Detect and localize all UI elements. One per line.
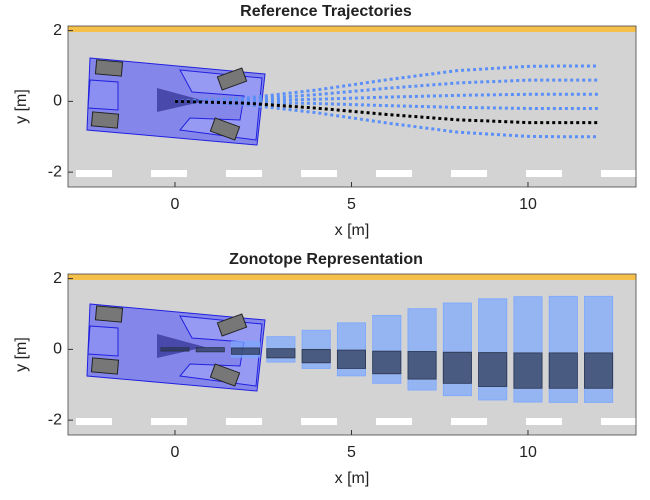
- lane-dash: [76, 418, 112, 425]
- x-tick-label: 10: [519, 196, 537, 213]
- y-tick-label: 2: [53, 22, 62, 39]
- x-tick-label: 10: [519, 444, 537, 461]
- zonotope: [584, 353, 612, 388]
- zonotope: [408, 351, 436, 379]
- zonotope: [443, 352, 471, 383]
- page: Reference Trajectories x [m] y [m] 0 5 10 -2 0 2…: [0, 0, 650, 500]
- zonotope: [161, 348, 189, 352]
- figure: Reference Trajectories x [m] y [m] 0 5 10 -2 0 2…: [0, 0, 650, 495]
- chart-title: Reference Trajectories: [240, 3, 412, 20]
- lane-dash: [76, 170, 112, 177]
- road-edge: [68, 26, 636, 32]
- lane-dash: [301, 418, 337, 425]
- y-tick-label: -2: [48, 411, 62, 428]
- y-tick-label: -2: [48, 163, 62, 180]
- road-edge: [68, 274, 636, 280]
- lane-dash: [376, 418, 412, 425]
- zonotope: [302, 349, 330, 362]
- lane-dash: [451, 418, 487, 425]
- lane-dash: [301, 170, 337, 177]
- lane-dash: [151, 170, 187, 177]
- zonotope: [337, 350, 365, 368]
- lane-dash: [526, 418, 562, 425]
- y-tick-label: 0: [53, 93, 62, 110]
- x-axis-label: x [m]: [335, 222, 370, 239]
- zonotope: [267, 349, 295, 358]
- lane-dash: [151, 418, 187, 425]
- zonotope: [549, 353, 577, 388]
- x-tick-label: 0: [171, 444, 180, 461]
- zonotope: [373, 351, 401, 374]
- lane-dash: [451, 170, 487, 177]
- chart-title: Zonotope Representation: [229, 251, 423, 268]
- x-axis-label: x [m]: [335, 470, 370, 487]
- zonotope: [514, 353, 542, 388]
- y-tick-label: 2: [53, 270, 62, 287]
- panel: Reference Trajectories x [m] y [m] 0 5 10 -2 0 2: [13, 3, 636, 239]
- y-tick-label: 0: [53, 341, 62, 358]
- y-axis-label: y [m]: [13, 337, 30, 372]
- x-tick-label: 0: [171, 196, 180, 213]
- zonotope: [231, 348, 259, 354]
- lane-dash: [226, 170, 262, 177]
- lane-dash: [601, 170, 636, 177]
- x-tick-label: 5: [347, 196, 356, 213]
- x-tick-label: 5: [347, 444, 356, 461]
- zonotope: [196, 348, 224, 352]
- zonotope: [479, 353, 507, 387]
- lane-dash: [526, 170, 562, 177]
- y-axis-label: y [m]: [13, 89, 30, 124]
- lane-dash: [601, 418, 636, 425]
- lane-dash: [226, 418, 262, 425]
- lane-dash: [376, 170, 412, 177]
- panel: Zonotope Representation x [m] y [m] 0 5 10 -2 0…: [13, 251, 636, 487]
